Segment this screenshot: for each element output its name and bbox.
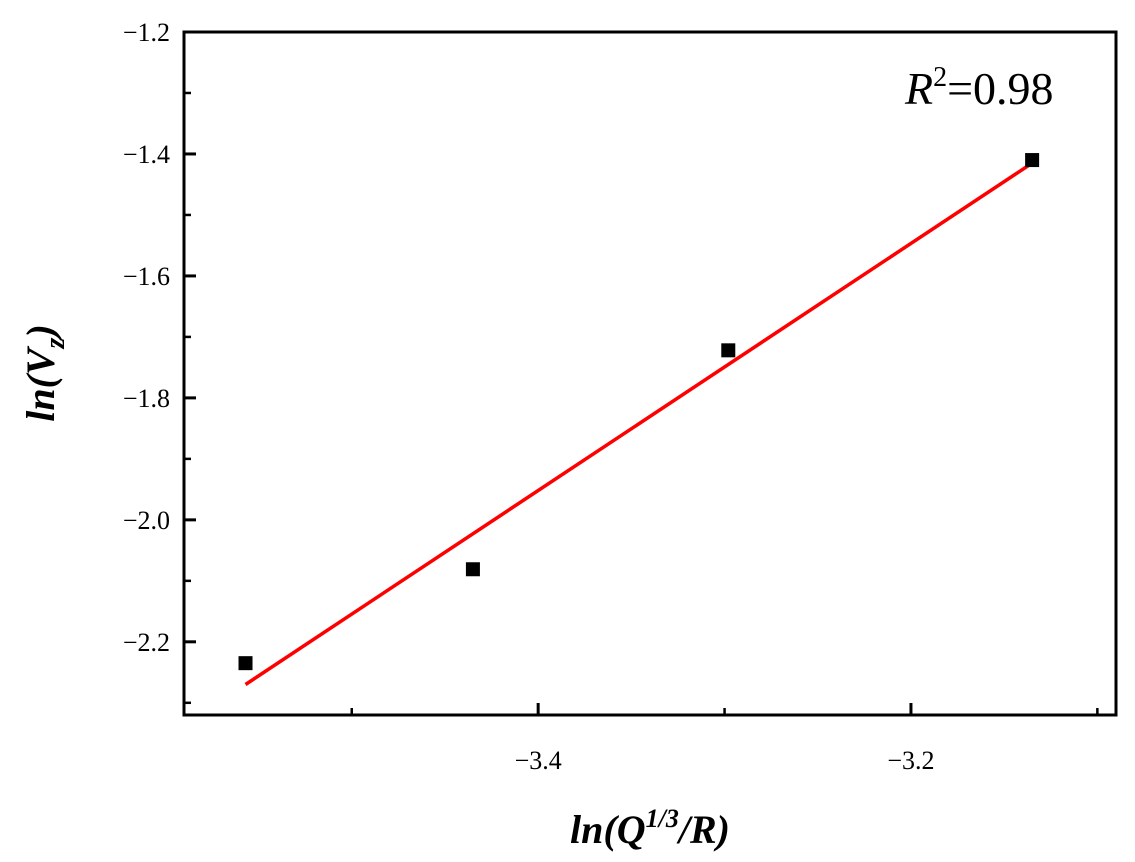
r-squared-annotation: R2=0.98 <box>904 62 1054 114</box>
data-point <box>1025 153 1040 168</box>
fit-line <box>244 161 1034 686</box>
y-tick-label: −1.6 <box>123 262 170 291</box>
data-points <box>238 153 1040 671</box>
r-symbol: R <box>904 63 933 114</box>
x-tick-label: −3.2 <box>887 746 934 775</box>
y-axis: −1.2 −1.4 −1.6 −1.8 −2.0 −2.2 <box>123 18 196 705</box>
data-point <box>465 562 480 577</box>
x-tick-label: −3.4 <box>515 746 562 775</box>
y-tick-label: −1.2 <box>123 18 170 47</box>
y-tick-label: −1.8 <box>123 384 170 413</box>
data-point <box>721 343 736 358</box>
y-axis-title: ln(Vz) <box>18 324 71 422</box>
y-tick-label: −2.2 <box>123 628 170 657</box>
plot-frame <box>182 30 1118 717</box>
r-superscript: 2 <box>933 62 947 93</box>
x-axis: −3.4 −3.2 <box>350 703 1099 775</box>
data-point <box>238 656 253 671</box>
x-axis-title: ln(Q1/3/R) <box>570 804 730 852</box>
y-tick-label: −1.4 <box>123 140 170 169</box>
r-value: =0.98 <box>947 63 1053 114</box>
y-tick-label: −2.0 <box>123 506 170 535</box>
